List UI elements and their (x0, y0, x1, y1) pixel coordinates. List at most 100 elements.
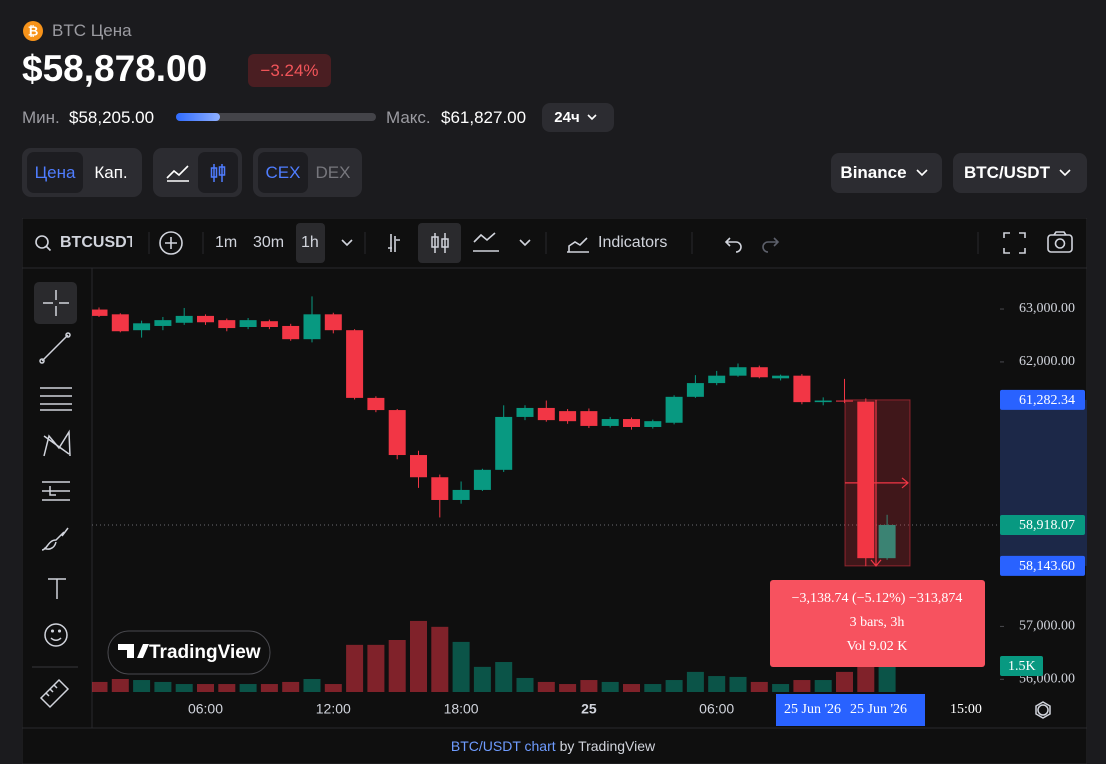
x-tick-label: 18:00 (444, 701, 479, 717)
volume-bar (133, 680, 151, 692)
undo-icon[interactable] (724, 237, 742, 253)
candle-body (367, 397, 385, 411)
redo-icon[interactable] (762, 237, 780, 253)
pattern-icon[interactable] (43, 429, 71, 457)
indicators-icon[interactable] (567, 237, 589, 253)
emoji-icon[interactable] (44, 623, 68, 647)
metric-toggle: Цена Кап. (22, 148, 142, 197)
volume-label-box (1000, 656, 1043, 676)
chevron[interactable] (341, 239, 353, 247)
volume-bar (303, 679, 321, 692)
volume-bar (282, 681, 300, 692)
compare-icon[interactable] (159, 231, 183, 255)
candle-body (601, 419, 619, 426)
coin-title: BTC Цена (52, 21, 132, 40)
volume-bar (750, 681, 768, 692)
volume-bar (367, 644, 385, 692)
search-icon[interactable] (35, 235, 49, 249)
pair: BTC/USDT (964, 163, 1050, 182)
candle-body (750, 367, 768, 378)
price-label-box (1000, 555, 1085, 576)
candles-icon (431, 233, 449, 253)
price-label-box (1000, 514, 1085, 535)
candle-body (686, 383, 704, 397)
indicators[interactable]: Indicators (598, 234, 667, 251)
candle-body (537, 407, 555, 421)
volume-bar (495, 662, 513, 692)
volume-bar (537, 681, 555, 692)
volume-bar (388, 640, 406, 692)
market-cex[interactable]: CEX (258, 152, 308, 193)
volume-bar (793, 680, 811, 692)
candle-body (623, 419, 640, 427)
footer-link[interactable]: BTC/USDT chart (451, 738, 556, 754)
time-label: 25 Jun '26 (784, 702, 841, 717)
crosshair-selected[interactable] (34, 282, 77, 324)
trendline-icon[interactable] (41, 334, 69, 362)
candle-body (388, 410, 406, 456)
line-icon (166, 164, 189, 182)
volume-bar (814, 680, 832, 692)
candle-body (431, 477, 449, 500)
volume-bar (473, 666, 491, 692)
prediction-icon[interactable] (42, 481, 70, 501)
metric-price[interactable]: Цена (27, 152, 83, 193)
svg-text:₿: ₿ (28, 23, 39, 38)
y-tick-label: 57,000.00 (1019, 619, 1075, 634)
chevron[interactable] (519, 239, 531, 247)
market-dex[interactable]: DEX (315, 162, 351, 182)
period-select[interactable]: 24ч (542, 103, 614, 132)
fib-icon[interactable] (40, 387, 72, 411)
ruler-icon[interactable] (39, 678, 70, 709)
price-axis: 63,000.0062,000.0061,000.0060,000.0057,0… (1000, 301, 1087, 687)
candle-body (239, 320, 257, 328)
time-label: 15:00 (950, 702, 982, 717)
price-label: 61,282.34 (1019, 393, 1075, 408)
interval[interactable]: 30m (253, 234, 284, 251)
period: 24ч (554, 109, 580, 126)
candle-body (665, 396, 683, 423)
bars-icon[interactable] (388, 234, 400, 252)
candle-chart-button[interactable] (198, 152, 238, 193)
coin-icon: ₿ (23, 21, 43, 41)
pair-select[interactable]: BTC/USDT (953, 153, 1087, 193)
crosshair-icon[interactable] (43, 290, 69, 316)
volume-bar (729, 676, 747, 692)
volume-bar (452, 641, 470, 692)
candle-icon (210, 163, 226, 182)
candle-body (154, 320, 172, 326)
candles-selected[interactable] (418, 223, 461, 263)
max-label: Макс. (386, 108, 431, 127)
candle-body (303, 314, 321, 340)
brush-icon[interactable] (41, 527, 69, 551)
candle-body (410, 455, 427, 478)
drawing-tools (32, 282, 1051, 719)
candle-body (473, 469, 491, 490)
volume-bar (836, 671, 853, 692)
line-chart-button[interactable] (158, 152, 198, 193)
interval[interactable]: 1m (215, 234, 237, 251)
exchange-select[interactable]: Binance (831, 153, 942, 193)
symbol[interactable]: BTCUSDT (60, 234, 137, 251)
price-label-box (1000, 389, 1085, 410)
candle-body (708, 375, 726, 384)
camera-icon[interactable] (1047, 234, 1073, 253)
change: −3.24% (248, 54, 331, 87)
candle-body (814, 400, 832, 403)
volume-bar (111, 679, 129, 692)
measure-arrow (870, 399, 882, 567)
fullscreen-icon[interactable] (1003, 232, 1026, 254)
metric-cap[interactable]: Кап. (94, 162, 128, 182)
settings-icon[interactable] (1037, 704, 1049, 716)
volume-bar (239, 684, 257, 692)
interval[interactable]: 1h (301, 234, 319, 251)
area-icon[interactable] (473, 232, 499, 252)
candle-body (729, 367, 747, 376)
footer-by: by TradingView (560, 738, 656, 754)
measure-text: −3,138.74 (−5.12%) −313,874 (792, 591, 963, 606)
text-icon[interactable] (48, 578, 66, 599)
candle-body (111, 314, 129, 332)
volume-bar (878, 666, 896, 692)
chart-type-toggle (153, 148, 242, 197)
